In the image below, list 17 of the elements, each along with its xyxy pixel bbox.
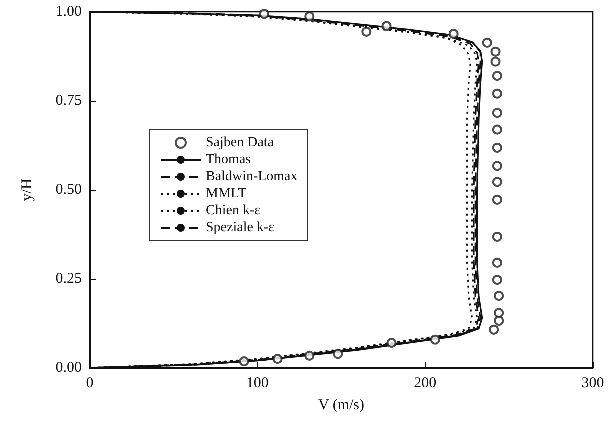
legend-label: Thomas: [206, 152, 252, 168]
legend-label: MMLT: [206, 186, 248, 202]
y-tick-label: 0.50: [56, 182, 82, 198]
x-tick-label: 300: [582, 376, 604, 392]
legend-label: Baldwin-Lomax: [206, 170, 298, 184]
x-tick-label: 200: [414, 376, 437, 392]
y-tick-label: 0.75: [56, 93, 82, 109]
y-tick-label: 0.25: [56, 271, 82, 287]
x-axis-title: V (m/s): [318, 398, 364, 414]
x-tick-label: 0: [86, 376, 94, 392]
y-axis-title: y/H: [20, 178, 36, 202]
y-tick-label: 0.00: [56, 360, 82, 376]
legend-label: Speziale k-ε: [206, 220, 275, 236]
y-tick-label: 1.00: [56, 4, 82, 20]
legend-label: Sajben Data: [206, 136, 275, 150]
legend-label: Chien k-ε: [206, 204, 261, 218]
x-tick-label: 100: [246, 376, 269, 392]
